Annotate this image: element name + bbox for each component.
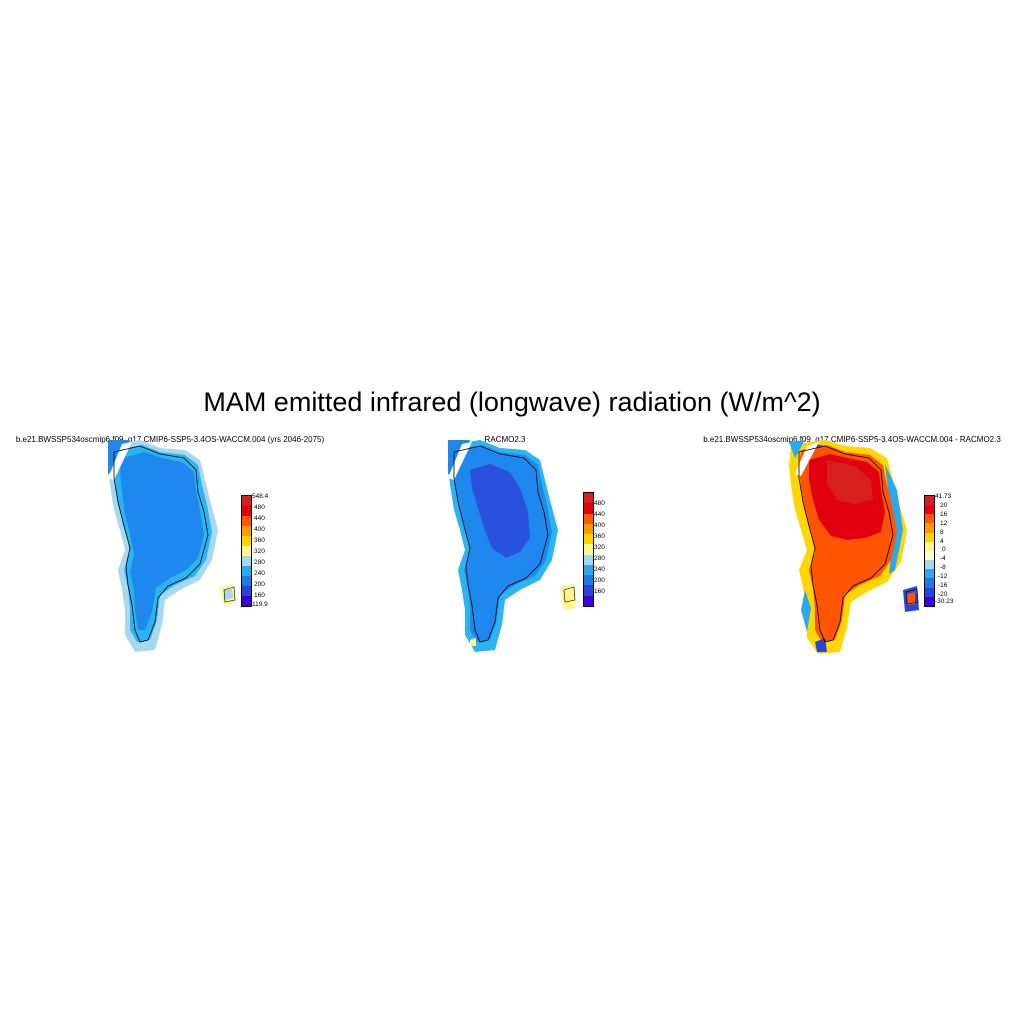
- colorbar-label: 280: [254, 559, 265, 566]
- colorbar-swatch: [584, 503, 593, 514]
- colorbar-swatch: [242, 536, 251, 546]
- colorbar-swatch: [584, 575, 593, 586]
- coastline: [453, 445, 549, 643]
- colorbar-label: 160: [254, 592, 265, 599]
- colorbar-label: 119.9: [252, 601, 268, 608]
- figure-title: MAM emitted infrared (longwave) radiatio…: [203, 387, 821, 417]
- colorbar-label: 548.4: [252, 493, 269, 500]
- colorbar-diff: [924, 495, 935, 607]
- colorbar-swatch: [242, 586, 251, 596]
- panel-title-diff: b.e21.BWSSP534oscmip6.f09_g17.CMIP6-SSP5…: [703, 435, 1001, 444]
- colorbar-label: 280: [594, 555, 605, 562]
- colorbar-swatch: [242, 516, 251, 526]
- colorbar-label: 20: [940, 502, 948, 509]
- colorbar-swatch: [925, 514, 934, 524]
- colorbar-label: 200: [254, 581, 265, 588]
- colorbar-label: 360: [594, 533, 605, 540]
- colorbar-label: -20: [938, 591, 948, 598]
- colorbar-swatch: [925, 560, 934, 570]
- colorbar-model: [241, 495, 252, 607]
- greenland-region: [108, 440, 236, 652]
- colorbar-label: 480: [594, 500, 605, 507]
- map-obs: [448, 440, 576, 652]
- colorbar-swatch: [925, 523, 934, 533]
- colorbar-swatch: [925, 550, 934, 561]
- colorbar-swatches: [241, 495, 252, 607]
- colorbar-label: 0: [942, 546, 946, 553]
- map-diff: [789, 440, 919, 654]
- colorbar-swatch: [925, 505, 934, 515]
- colorbar-swatches: [583, 492, 594, 607]
- colorbar-label: -8: [940, 564, 946, 571]
- colorbar-label: 16: [940, 511, 948, 518]
- colorbar-label: 360: [254, 537, 265, 544]
- map-model: [108, 440, 236, 652]
- colorbar-swatch: [242, 546, 251, 556]
- colorbar-swatch: [584, 585, 593, 596]
- colorbar-swatch: [242, 576, 251, 586]
- colorbar-swatch: [925, 496, 934, 506]
- panel-title-model: b.e21.BWSSP534oscmip6.f09_g17.CMIP6-SSP5…: [15, 435, 325, 444]
- colorbar-swatch: [242, 556, 251, 566]
- colorbar-label: 41.73: [935, 493, 952, 500]
- colorbar-label: -4: [940, 555, 946, 562]
- colorbar-swatch: [242, 526, 251, 536]
- colorbar-swatch: [584, 564, 593, 576]
- colorbar-label: 4: [940, 538, 944, 545]
- colorbar-swatch: [584, 513, 593, 524]
- colorbar-swatch: [584, 493, 593, 504]
- colorbar-swatch: [925, 541, 934, 551]
- colorbar-swatch: [584, 595, 593, 606]
- colorbar-label: 240: [254, 570, 265, 577]
- colorbar-label: 480: [254, 504, 265, 511]
- colorbar-swatch: [925, 532, 934, 542]
- colorbar-label: 440: [594, 511, 605, 518]
- colorbar-label: 200: [594, 577, 605, 584]
- colorbar-swatch: [584, 544, 593, 555]
- colorbar-obs: [583, 492, 594, 607]
- colorbar-swatch: [242, 596, 251, 606]
- greenland-region: [789, 440, 919, 654]
- colorbar-swatch: [242, 506, 251, 516]
- colorbar-label: 400: [594, 522, 605, 529]
- colorbar-label: -12: [938, 573, 948, 580]
- colorbar-swatches: [924, 495, 935, 607]
- coastline: [798, 445, 894, 643]
- colorbar-label: 320: [254, 548, 265, 555]
- colorbar-swatch: [242, 496, 251, 506]
- colorbar-swatch: [925, 569, 934, 579]
- colorbar-label: 12: [940, 520, 948, 527]
- greenland-region: [448, 440, 576, 652]
- coastline: [113, 445, 209, 643]
- colorbar-swatch: [584, 523, 593, 535]
- colorbar-swatch: [925, 578, 934, 588]
- colorbar-label: 440: [254, 515, 265, 522]
- colorbar-label: 8: [940, 529, 944, 536]
- colorbar-swatch: [584, 554, 593, 565]
- panel-title-obs: RACMO2.3: [484, 435, 526, 444]
- colorbar-swatch: [242, 566, 251, 576]
- colorbar-swatch: [925, 596, 934, 606]
- colorbar-label: 160: [594, 588, 605, 595]
- colorbar-label: -30.23: [935, 598, 954, 605]
- colorbar-label: -16: [938, 582, 948, 589]
- colorbar-label: 400: [254, 526, 265, 533]
- colorbar-swatch: [925, 587, 934, 597]
- colorbar-label: 320: [594, 544, 605, 551]
- colorbar-swatch: [584, 534, 593, 545]
- colorbar-label: 240: [594, 566, 605, 573]
